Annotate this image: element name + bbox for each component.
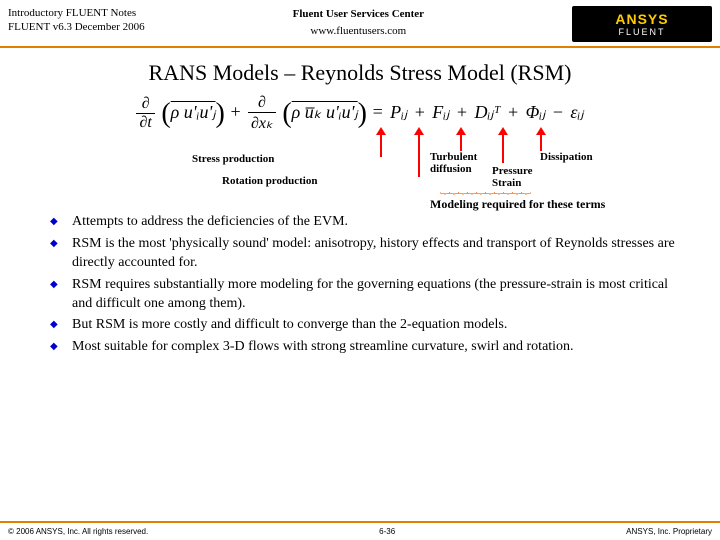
paren-close-1: ) — [216, 98, 225, 130]
rsm-equation: ∂ ∂t (ρ u'ᵢu'ⱼ) + ∂ ∂xₖ (ρ u̅ₖ u'ᵢu'ⱼ) =… — [0, 94, 720, 133]
paren-close-2: ) — [358, 98, 367, 130]
paren-open-2: ( — [282, 98, 291, 130]
logo-ansys-text: ANSYS — [615, 11, 668, 27]
ansys-logo: ANSYS FLUENT — [572, 6, 712, 42]
course-title: Introductory FLUENT Notes — [8, 6, 145, 20]
service-url: www.fluentusers.com — [293, 23, 424, 40]
arrow-stress — [380, 133, 382, 157]
arrow-turbdiff — [460, 133, 462, 151]
eq-Phi: Φᵢⱼ — [526, 102, 546, 122]
eq-term2: ρ u̅ₖ u'ᵢu'ⱼ — [292, 102, 358, 123]
label-stress-production: Stress production — [192, 153, 274, 165]
arrow-pressure — [502, 133, 504, 163]
eq-ddt: ∂ ∂t — [136, 95, 154, 132]
label-dissipation: Dissipation — [540, 151, 593, 163]
eq-DT: Dᵢⱼᵀ — [474, 102, 500, 122]
header-divider — [0, 46, 720, 48]
header-left: Introductory FLUENT Notes FLUENT v6.3 De… — [8, 6, 145, 35]
bullet-item: But RSM is more costly and difficult to … — [50, 316, 690, 335]
slide-header: Introductory FLUENT Notes FLUENT v6.3 De… — [0, 0, 720, 46]
arrow-rotation — [418, 133, 420, 177]
eq-term1: ρ u'ᵢu'ⱼ — [171, 102, 216, 123]
footer-proprietary: ANSYS, Inc. Proprietary — [626, 527, 712, 536]
bullet-list: Attempts to address the deficiencies of … — [50, 213, 690, 357]
label-rotation-production: Rotation production — [222, 175, 317, 187]
eq-rhs: Pᵢⱼ + Fᵢⱼ + Dᵢⱼᵀ + Φᵢⱼ − εᵢⱼ — [388, 102, 585, 122]
eq-F: Fᵢⱼ — [432, 102, 449, 122]
eq-eps: εᵢⱼ — [570, 102, 583, 122]
bullet-item: Most suitable for complex 3-D flows with… — [50, 338, 690, 357]
slide-footer: © 2006 ANSYS, Inc. All rights reserved. … — [0, 521, 720, 540]
course-date: FLUENT v6.3 December 2006 — [8, 20, 145, 34]
label-turbulent-diffusion: Turbulent diffusion — [430, 151, 490, 175]
service-center: Fluent User Services Center — [293, 6, 424, 23]
footer-page-number: 6-36 — [379, 527, 395, 536]
footer-copyright: © 2006 ANSYS, Inc. All rights reserved. — [8, 527, 148, 536]
label-pressure-strain: Pressure Strain — [492, 165, 552, 189]
label-modeling-required: Modeling required for these terms — [430, 197, 605, 212]
paren-open-1: ( — [161, 98, 170, 130]
eq-ddxk: ∂ ∂xₖ — [248, 94, 276, 133]
header-center: Fluent User Services Center www.fluentus… — [293, 6, 424, 39]
bullet-item: RSM requires substantially more modeling… — [50, 276, 690, 314]
bullet-item: RSM is the most 'physically sound' model… — [50, 235, 690, 273]
arrow-dissipation — [540, 133, 542, 151]
eq-P: Pᵢⱼ — [390, 102, 407, 122]
bullet-item: Attempts to address the deficiencies of … — [50, 213, 690, 232]
logo-fluent-text: FLUENT — [618, 27, 665, 37]
equation-annotations: Stress production Rotation production Tu… — [0, 139, 720, 209]
slide-title: RANS Models – Reynolds Stress Model (RSM… — [0, 60, 720, 86]
